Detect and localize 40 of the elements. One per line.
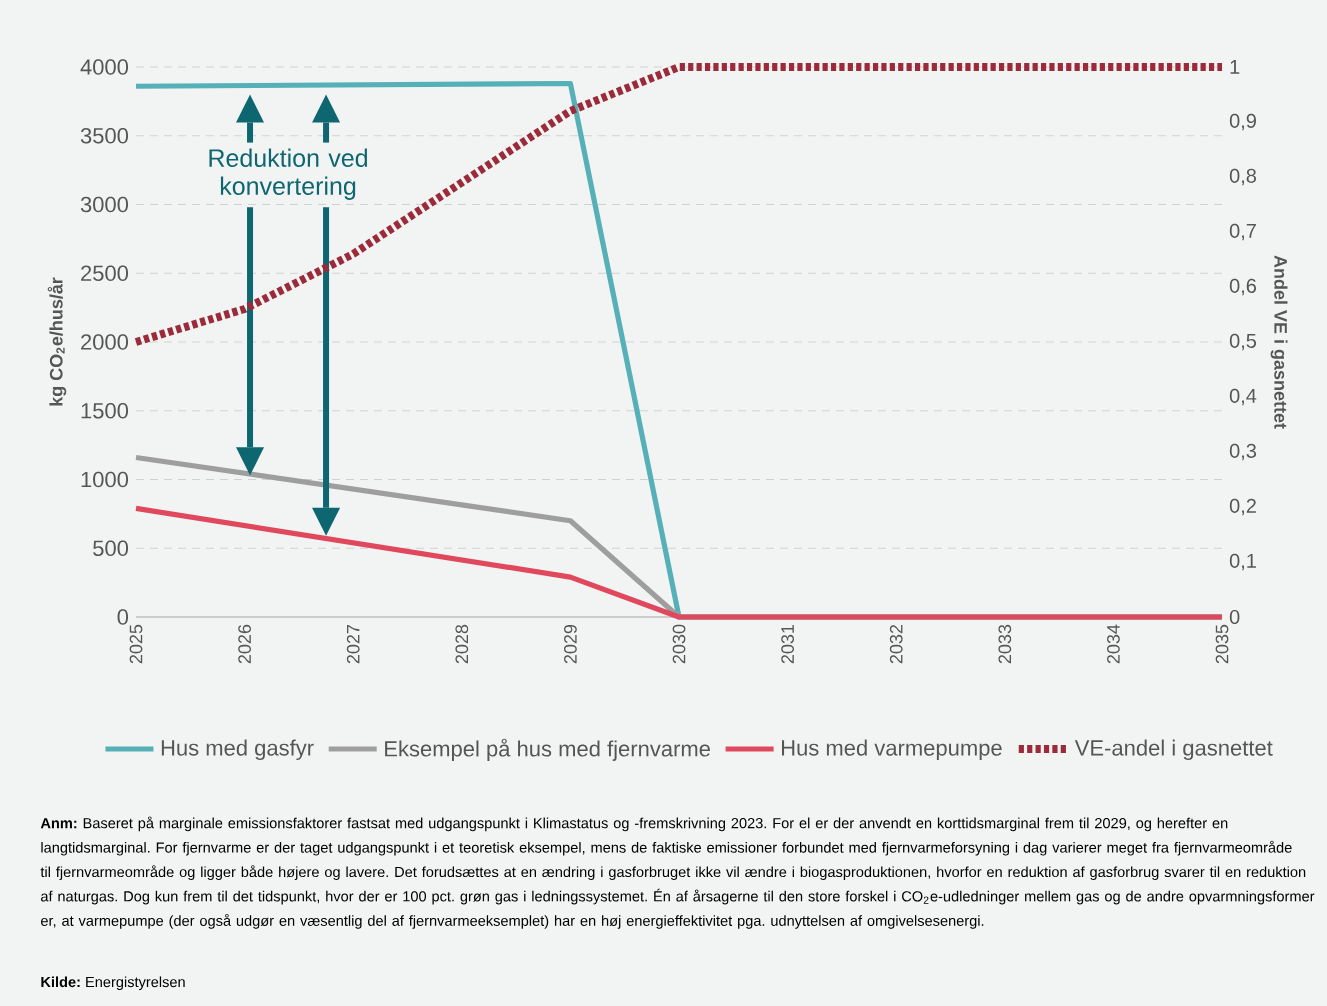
legend-label: Hus med gasfyr: [161, 739, 314, 761]
text: kg CO$_{2}$e/hus/år: [47, 277, 67, 406]
y2-tick-label: 0: [1229, 609, 1240, 625]
y2-tick-label: 0,2: [1229, 498, 1256, 516]
x-tick-label: 2027: [346, 624, 360, 664]
y2-axis-title: Andel VE i gasnettet: [1270, 255, 1288, 429]
text: Anm: Baseret på marginale emissionsfaktorer fastsat med udgangspunkt i Klimastatus og -fremskrivning 2023. For el er der anvendt en korttidsmarginal frem til 2029, og herefter en langtidsmarginal. For fjernvarme er der taget udgangspunkt i et teoretisk eksempel, mens de faktiske emissioner forbundet med fjernvarmeforsyning i dag varierer meget fra fjernvarmeområde til fjernvarmeområde og ligger både højere og lavere. Det forudsættes at en ændring i gasforbruget ikke vil ændre i biogasproduktionen, hvorfor en reduktion af gasforbrug svarer til en reduktion af naturgas. Dog kun frem til det tidspunkt, hvor der er 100 pct. grøn gas i ledningssystemet. Én af årsagerne til den store forskel i CO$_{2}$e-udledninger mellem gas og de andre opvarmningsformer er, at varmepumpe (der også udgør en væsentlig del af fjernvarmeeksemplet) har en høj energieffektivitet pga. udnyttelsen af omgivelsesenergi.: [40, 816, 1315, 929]
y-tick-label: 3500: [80, 127, 129, 144]
y-tick-label: 1000: [81, 471, 129, 488]
x-tick-label: 2029: [564, 624, 577, 664]
y2-tick-label: 0,4: [1229, 388, 1257, 406]
y2-tick-label: 0,3: [1229, 443, 1257, 461]
annotation: Reduktion ved konvertering: [209, 148, 368, 200]
x-tick-label: 2031: [781, 624, 794, 664]
y-tick-label: 2000: [81, 334, 129, 350]
y-tick-label: 0: [117, 609, 129, 625]
y-tick-label: 2500: [81, 265, 129, 282]
y2-tick-label: 0,7: [1229, 223, 1256, 241]
y2-tick-label: 1: [1230, 60, 1240, 74]
legend-label: Hus med varmepumpe: [782, 739, 1002, 761]
y2-tick-label: 0,5: [1229, 333, 1257, 351]
x-tick-label: 2025: [129, 624, 143, 664]
x-tick-label: 2034: [1107, 624, 1120, 664]
x-tick-label: 2028: [455, 624, 469, 664]
y-tick-label: 500: [93, 540, 129, 557]
y2-tick-label: 0,1: [1229, 553, 1256, 571]
y-tick-label: 4000: [80, 59, 129, 75]
x-tick-label: 2032: [889, 624, 903, 664]
x-tick-label: 2033: [998, 624, 1012, 664]
x-tick-label: 2035: [1215, 624, 1229, 664]
y-tick-label: 1500: [81, 402, 129, 419]
x-tick-label: 2030: [672, 624, 686, 664]
text: Kilde: Energistyrelsen: [41, 976, 185, 990]
y2-tick-label: 0,9: [1229, 113, 1256, 131]
y2-tick-label: 0,8: [1229, 168, 1257, 186]
x-tick-label: 2026: [238, 624, 251, 664]
y2-tick-label: 0,6: [1229, 278, 1257, 296]
legend-label: Eksempel på hus med fjernvarme: [385, 738, 710, 761]
y-tick-label: 3000: [80, 196, 129, 213]
legend-label: VE-andel i gasnettet: [1074, 739, 1273, 761]
